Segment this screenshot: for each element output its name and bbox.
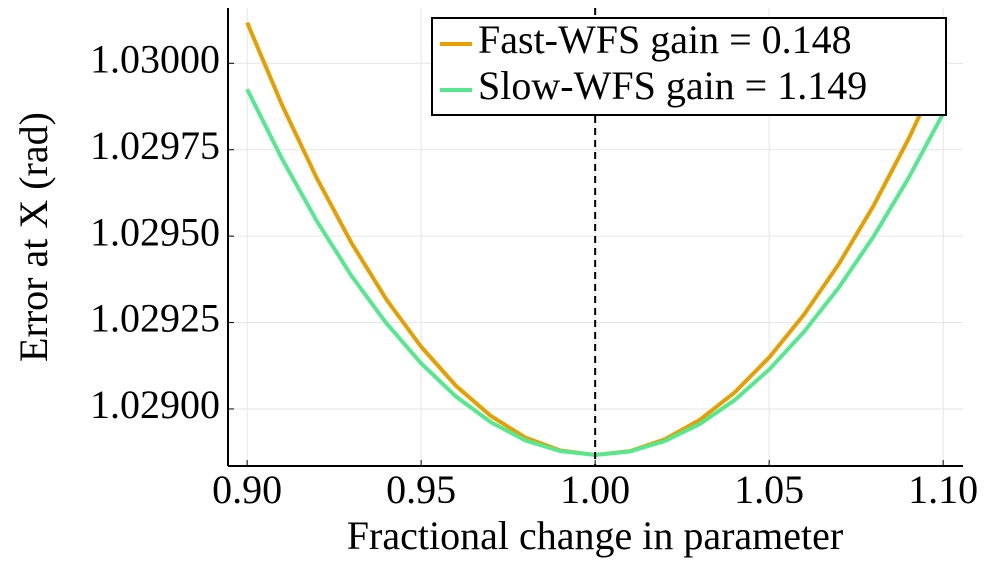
x-tick-label: 1.00 <box>560 467 630 512</box>
y-tick-label: 1.03000 <box>90 36 220 81</box>
x-tick-label: 0.90 <box>212 467 282 512</box>
x-axis-label: Fractional change in parameter <box>347 513 843 558</box>
y-tick-label: 1.02975 <box>90 123 220 168</box>
x-tick-label: 1.10 <box>908 467 978 512</box>
x-tick-label: 0.95 <box>386 467 456 512</box>
legend-label: Fast-WFS gain = 0.148 <box>478 17 852 62</box>
legend-label: Slow-WFS gain = 1.149 <box>478 63 867 108</box>
y-tick-label: 1.02900 <box>90 382 220 427</box>
x-tick-label: 1.05 <box>734 467 804 512</box>
y-axis-label: Error at X (rad) <box>11 112 56 362</box>
legend-box <box>431 17 947 116</box>
y-tick-label: 1.02925 <box>90 296 220 341</box>
y-tick-label: 1.02950 <box>90 209 220 254</box>
